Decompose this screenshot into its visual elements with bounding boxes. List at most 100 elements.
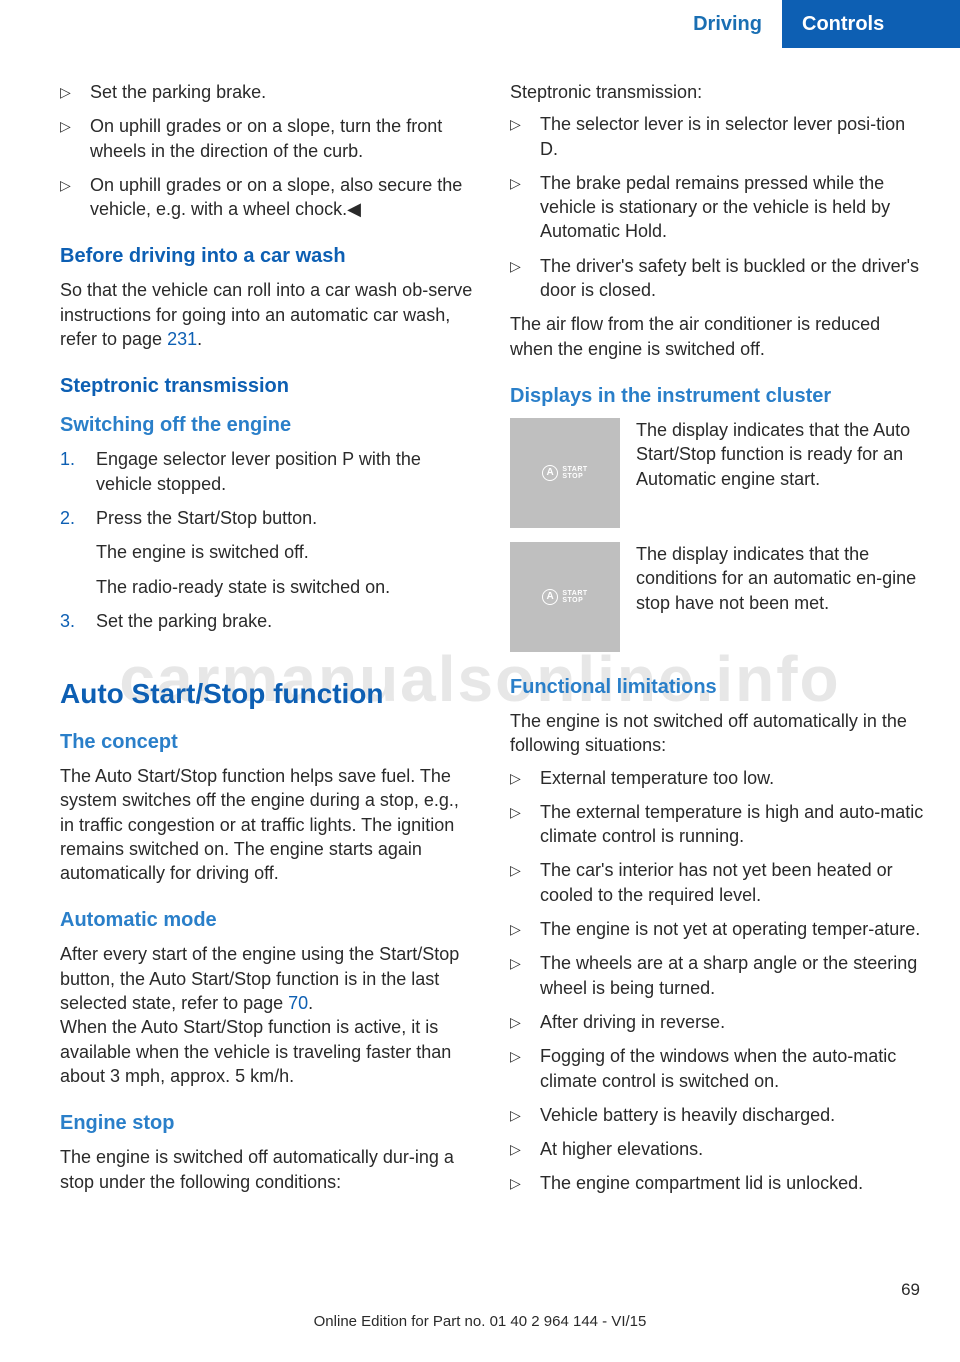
list-item-text: The car's interior has not yet been heat… xyxy=(540,858,924,907)
list-item: ▷ The engine is not yet at operating temp… xyxy=(510,917,924,941)
list-item: ▷ Set the parking brake. xyxy=(60,80,474,104)
chevron-icon: ▷ xyxy=(510,1106,522,1127)
text: After every start of the engine using th… xyxy=(60,944,459,1013)
list-item-text: The engine is not yet at operating tempe… xyxy=(540,917,924,941)
list-item-text: The selector lever is in selector lever … xyxy=(540,112,924,161)
cluster-display-row: A STARTSTOP The display indicates that t… xyxy=(510,418,924,528)
chevron-icon: ▷ xyxy=(510,257,522,303)
list-item: ▷ Vehicle battery is heavily discharged. xyxy=(510,1103,924,1127)
paragraph: When the Auto Start/Stop function is act… xyxy=(60,1015,474,1088)
right-column: Steptronic transmission: ▷ The selector … xyxy=(510,80,924,1206)
paragraph: After every start of the engine using th… xyxy=(60,942,474,1015)
list-item: ▷ The selector lever is in selector leve… xyxy=(510,112,924,161)
list-item: ▷ On uphill grades or on a slope, also s… xyxy=(60,173,474,222)
list-item: ▷ At higher elevations. xyxy=(510,1137,924,1161)
heading-automatic-mode: Automatic mode xyxy=(60,907,474,934)
start-stop-label: STARTSTOP xyxy=(562,590,587,604)
list-item-text: External temperature too low. xyxy=(540,766,924,790)
chevron-icon: ▷ xyxy=(510,861,522,907)
ordered-number: 3. xyxy=(60,609,82,633)
list-item-text: Vehicle battery is heavily discharged. xyxy=(540,1103,924,1127)
list-item-text: At higher elevations. xyxy=(540,1137,924,1161)
cluster-display-text: The display indicates that the Auto Star… xyxy=(636,418,924,528)
paragraph: The engine is not switched off automatic… xyxy=(510,709,924,758)
list-item: ▷ After driving in reverse. xyxy=(510,1010,924,1034)
list-item: ▷ Fogging of the windows when the auto‐ma… xyxy=(510,1044,924,1093)
text: . xyxy=(197,329,202,349)
cluster-display-text: The display indicates that the condition… xyxy=(636,542,924,652)
cluster-display-row: A STARTSTOP The display indicates that t… xyxy=(510,542,924,652)
chevron-icon: ▷ xyxy=(510,174,522,244)
text: . xyxy=(308,993,313,1013)
list-item-text: The brake pedal remains pressed while th… xyxy=(540,171,924,244)
list-item-text: On uphill grades or on a slope, also sec… xyxy=(90,173,474,222)
chevron-icon: ▷ xyxy=(510,769,522,790)
chevron-icon: ▷ xyxy=(510,920,522,941)
page-ref-link[interactable]: 70 xyxy=(288,993,308,1013)
ordered-text: Press the Start/Stop button. xyxy=(96,506,474,530)
ordered-subtext: The engine is switched off. xyxy=(96,540,474,564)
list-item: ▷ The driver's safety belt is buckled or… xyxy=(510,254,924,303)
heading-car-wash: Before driving into a car wash xyxy=(60,243,474,270)
start-stop-notready-icon: A STARTSTOP xyxy=(510,542,620,652)
ordered-item: 1. Engage selector lever position P with… xyxy=(60,447,474,496)
page-content: ▷ Set the parking brake. ▷ On uphill gra… xyxy=(0,48,960,1206)
list-item: ▷ The external temperature is high and au… xyxy=(510,800,924,849)
page-number: 69 xyxy=(901,1279,920,1302)
list-item: ▷ The engine compartment lid is unlocked. xyxy=(510,1171,924,1195)
list-item-text: Set the parking brake. xyxy=(90,80,474,104)
chevron-icon: ▷ xyxy=(60,83,72,104)
list-item: ▷ External temperature too low. xyxy=(510,766,924,790)
header-bar: Driving Controls xyxy=(0,0,960,48)
list-item-text: The engine compartment lid is unlocked. xyxy=(540,1171,924,1195)
list-item-text: Fogging of the windows when the auto‐mat… xyxy=(540,1044,924,1093)
paragraph: Steptronic transmission: xyxy=(510,80,924,104)
chevron-icon: ▷ xyxy=(60,117,72,163)
chevron-icon: ▷ xyxy=(510,1174,522,1195)
list-item-text: On uphill grades or on a slope, turn the… xyxy=(90,114,474,163)
ordered-number: 2. xyxy=(60,506,82,530)
header-tab-driving: Driving xyxy=(673,0,782,48)
ordered-text: Set the parking brake. xyxy=(96,609,474,633)
footer-text: Online Edition for Part no. 01 40 2 964 … xyxy=(0,1312,960,1332)
list-item: ▷ The car's interior has not yet been hea… xyxy=(510,858,924,907)
heading-functional-limitations: Functional limitations xyxy=(510,674,924,701)
header-tab-controls: Controls xyxy=(782,0,960,48)
heading-displays-cluster: Displays in the instrument cluster xyxy=(510,383,924,410)
ordered-number: 1. xyxy=(60,447,82,496)
page-ref-link[interactable]: 231 xyxy=(167,329,197,349)
subheading-switching-off: Switching off the engine xyxy=(60,412,474,439)
ordered-item: 3. Set the parking brake. xyxy=(60,609,474,633)
start-stop-ready-icon: A STARTSTOP xyxy=(510,418,620,528)
list-item: ▷ On uphill grades or on a slope, turn t… xyxy=(60,114,474,163)
heading-steptronic: Steptronic transmission xyxy=(60,373,474,400)
list-item-text: The wheels are at a sharp angle or the s… xyxy=(540,951,924,1000)
paragraph: The Auto Start/Stop function helps save … xyxy=(60,764,474,885)
chevron-icon: ▷ xyxy=(510,1047,522,1093)
a-symbol-icon: A xyxy=(542,589,558,605)
list-item-text: After driving in reverse. xyxy=(540,1010,924,1034)
left-column: ▷ Set the parking brake. ▷ On uphill gra… xyxy=(60,80,474,1206)
ordered-subtext: The radio-ready state is switched on. xyxy=(96,575,474,599)
chevron-icon: ▷ xyxy=(510,1013,522,1034)
a-symbol-icon: A xyxy=(542,465,558,481)
paragraph: So that the vehicle can roll into a car … xyxy=(60,278,474,351)
list-item-text: The driver's safety belt is buckled or t… xyxy=(540,254,924,303)
chevron-icon: ▷ xyxy=(510,115,522,161)
list-item-text: The external temperature is high and aut… xyxy=(540,800,924,849)
heading-concept: The concept xyxy=(60,729,474,756)
heading-engine-stop: Engine stop xyxy=(60,1110,474,1137)
start-stop-label: STARTSTOP xyxy=(562,466,587,480)
paragraph: The engine is switched off automatically… xyxy=(60,1145,474,1194)
section-title-auto-start-stop: Auto Start/Stop function xyxy=(60,675,474,713)
list-item: ▷ The brake pedal remains pressed while … xyxy=(510,171,924,244)
chevron-icon: ▷ xyxy=(510,954,522,1000)
list-item: ▷ The wheels are at a sharp angle or the … xyxy=(510,951,924,1000)
text: So that the vehicle can roll into a car … xyxy=(60,280,472,349)
paragraph: The air flow from the air conditioner is… xyxy=(510,312,924,361)
chevron-icon: ▷ xyxy=(510,803,522,849)
chevron-icon: ▷ xyxy=(510,1140,522,1161)
ordered-item: 2. Press the Start/Stop button. xyxy=(60,506,474,530)
chevron-icon: ▷ xyxy=(60,176,72,222)
ordered-text: Engage selector lever position P with th… xyxy=(96,447,474,496)
